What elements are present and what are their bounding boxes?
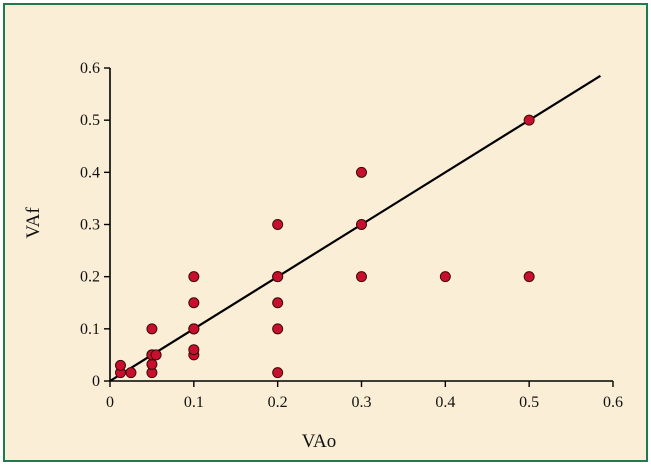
x-tick-label: 0.5 [519,394,539,411]
x-tick-label: 0.2 [268,394,288,411]
data-point [272,297,284,309]
y-tick-label: 0.2 [80,269,100,286]
data-point [146,323,158,335]
data-point [356,219,367,230]
x-tick-label: 0 [106,394,114,411]
data-point [188,344,200,356]
chart-frame: 0 0.1 0.2 0.3 0.4 0.5 0.6 0 0.1 0.2 0.3 0.4 0.5 0.6 … [3,3,648,462]
y-axis-ticks: 0 0.1 0.2 0.3 0.4 0.5 0.6 [80,60,110,390]
x-tick-label: 0.6 [603,394,623,411]
data-point [272,271,284,283]
data-points [114,114,535,379]
data-point [272,219,284,230]
x-axis-title: VAo [302,431,337,452]
scatter-chart: 0 0.1 0.2 0.3 0.4 0.5 0.6 00.10.20.30.40.50.6 … [23,60,623,452]
data-point [146,358,158,370]
y-tick-label: 0 [92,373,100,390]
data-point [114,359,126,371]
data-point [125,367,137,379]
data-point [188,297,200,309]
y-tick-label: 0.3 [80,217,100,234]
y-axis-title: VAf [23,207,44,239]
data-point [272,367,284,379]
x-tick-label: 0.4 [435,394,455,411]
y-tick-label: 0.4 [80,164,100,181]
data-point [272,323,284,335]
data-point [188,323,200,335]
data-point [523,271,535,283]
data-point [439,271,451,283]
data-point [356,271,367,283]
y-tick-label: 0.1 [80,321,100,338]
x-axis-ticks: 0 0.1 0.2 0.3 0.4 0.5 0.6 [106,381,623,411]
x-tick-label: 0.3 [352,394,372,411]
y-tick-label: 0.5 [80,112,100,129]
data-point [150,349,162,361]
data-point [356,166,367,178]
y-tick-label: 0.6 [80,60,100,77]
data-point [188,271,200,283]
data-point [523,114,535,126]
x-tick-label: 0.1 [184,394,204,411]
